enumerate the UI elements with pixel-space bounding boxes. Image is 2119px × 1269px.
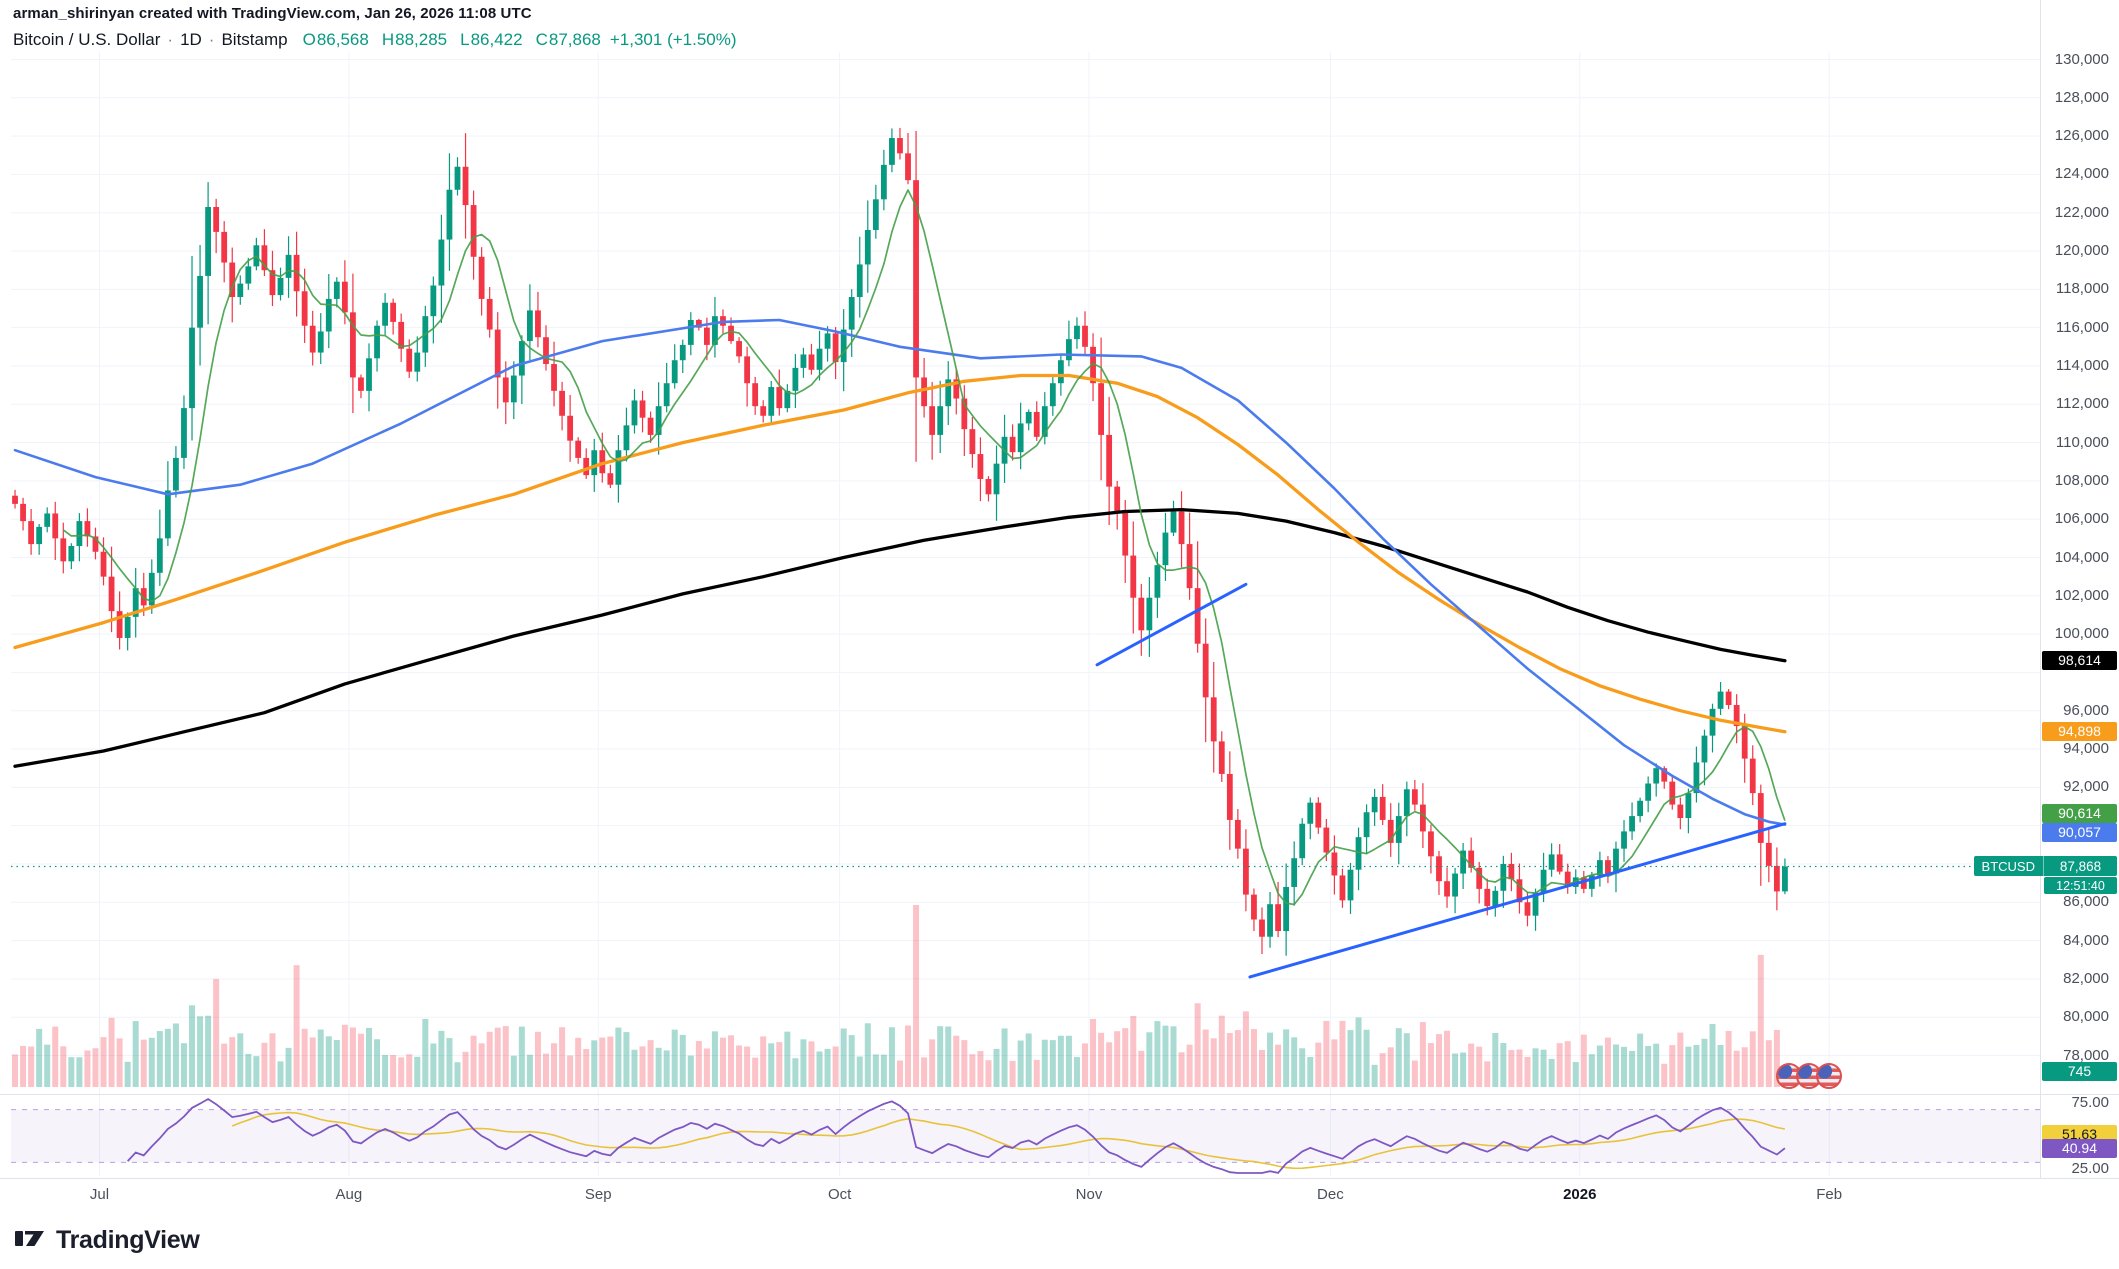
price-tick-label: 96,000: [2063, 701, 2109, 719]
time-tick-label: Jul: [89, 1186, 110, 1203]
rsi-ma-line: [231, 1111, 1786, 1170]
price-tick-label: 120,000: [2054, 242, 2109, 260]
interval-label[interactable]: 1D: [180, 30, 202, 49]
time-tick-label: Feb: [1816, 1186, 1843, 1203]
ma-short-line: [62, 189, 1786, 906]
attribution-text: arman_shirinyan created with TradingView…: [13, 5, 532, 22]
price-tick-label: 124,000: [2054, 165, 2109, 183]
ma-100-line: [13, 373, 1787, 734]
price-change-label: +1,301 (+1.50%): [609, 30, 737, 49]
current-price-symbol-label: BTCUSD: [1973, 856, 2044, 877]
high-value: H88,285: [381, 30, 448, 49]
price-tick-label: 130,000: [2054, 50, 2109, 68]
price-axis[interactable]: 130,000 128,000 126,000 124,000 122,000 120,0…: [2040, 0, 2119, 1178]
ohlc-values: O86,568 H88,285 L86,422 C87,868: [303, 30, 601, 50]
price-tick-label: 82,000: [2063, 969, 2109, 987]
flag-emoji-icon[interactable]: [1816, 1063, 1842, 1089]
tradingview-logo-icon: [13, 1221, 47, 1260]
time-tick-label: Oct: [827, 1186, 852, 1203]
price-tick-label: 94,000: [2063, 740, 2109, 758]
ma-100-price-label: 94,898: [2042, 722, 2117, 742]
price-chart-svg: [11, 52, 2040, 1176]
exchange-label[interactable]: Bitstamp: [221, 30, 288, 49]
bar-close-countdown: 12:51:40: [2044, 877, 2117, 895]
price-tick-label: 110,000: [2055, 433, 2109, 451]
price-tick-label: 86,000: [2063, 893, 2109, 911]
time-axis[interactable]: Jul Aug Sep Oct Nov Dec 2026 Feb: [0, 1179, 2119, 1219]
separator: ·: [167, 30, 174, 49]
price-tick-label: 106,000: [2054, 510, 2109, 528]
rsi-scale-label: 75.00: [2071, 1094, 2109, 1111]
rsi-line: [127, 1097, 1786, 1174]
ma-200-line: [13, 507, 1787, 768]
price-tick-label: 118,000: [2055, 280, 2109, 298]
price-tick-label: 128,000: [2054, 88, 2109, 106]
tradingview-logo-text: TradingView: [56, 1226, 200, 1254]
price-tick-label: 104,000: [2054, 548, 2109, 566]
price-tick-label: 78,000: [2063, 1046, 2109, 1064]
volume-value-label: 745: [2042, 1062, 2117, 1081]
event-markers[interactable]: [1776, 1063, 1842, 1089]
price-tick-label: 114,000: [2055, 356, 2109, 374]
close-value: C87,868: [535, 30, 601, 49]
grid-layer: [11, 52, 2040, 1176]
candles-layer: [12, 127, 1788, 956]
open-value: O86,568: [302, 30, 369, 49]
volume-bars: [12, 905, 1788, 1087]
current-price-block: BTCUSD 87,868 12:51:40: [1973, 856, 2117, 895]
separator: ·: [208, 30, 215, 49]
current-price-value-label: 87,868: [2044, 856, 2117, 877]
time-tick-label: Sep: [584, 1186, 612, 1203]
price-tick-label: 122,000: [2054, 203, 2109, 221]
price-tick-label: 116,000: [2055, 318, 2109, 336]
ma-50-line: [13, 318, 1787, 826]
symbol-info-bar: Bitcoin / U.S. Dollar · 1D · Bitstamp O8…: [13, 30, 737, 50]
tradingview-logo[interactable]: TradingView: [13, 1221, 200, 1260]
price-tick-label: 80,000: [2063, 1008, 2109, 1026]
time-axis-divider: [0, 1178, 2119, 1179]
rsi-scale-label: 25.00: [2071, 1160, 2109, 1177]
price-tick-label: 126,000: [2054, 127, 2109, 145]
price-tick-label: 92,000: [2063, 778, 2109, 796]
pane-divider[interactable]: [0, 1094, 2119, 1095]
price-axis-divider: [2040, 0, 2041, 1178]
price-tick-label: 100,000: [2054, 625, 2109, 643]
trendline-1[interactable]: [1095, 582, 1248, 667]
price-tick-label: 84,000: [2063, 931, 2109, 949]
time-tick-label: 2026: [1563, 1186, 1597, 1203]
ma-50-price-label: 90,057: [2042, 823, 2117, 843]
ma-200-price-label: 98,614: [2042, 651, 2117, 671]
time-tick-label: Nov: [1075, 1186, 1103, 1203]
price-tick-label: 102,000: [2054, 586, 2109, 604]
time-tick-label: Dec: [1317, 1186, 1344, 1203]
trendline-2[interactable]: [1248, 822, 1787, 979]
time-tick-label: Aug: [335, 1186, 363, 1203]
rsi-value-label: 40.94: [2042, 1138, 2117, 1158]
price-tick-label: 108,000: [2054, 471, 2109, 489]
low-value: L86,422: [460, 30, 523, 49]
price-tick-label: 112,000: [2055, 395, 2109, 413]
symbol-title[interactable]: Bitcoin / U.S. Dollar: [13, 30, 161, 49]
chart-canvas[interactable]: [0, 0, 2040, 1178]
ma-short-price-label: 90,614: [2042, 804, 2117, 824]
